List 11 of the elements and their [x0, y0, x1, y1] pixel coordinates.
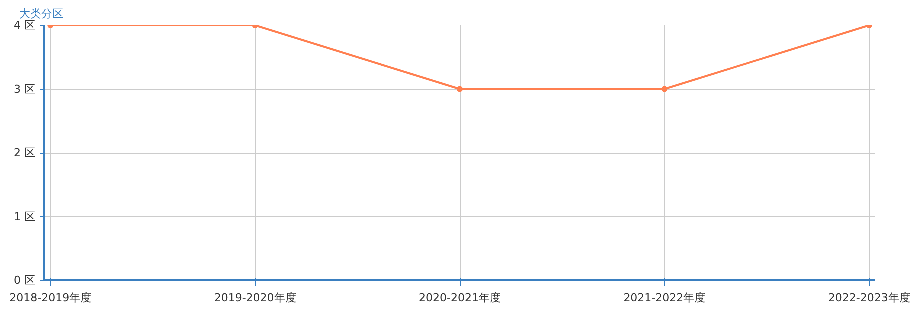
x-tick-label: 2020-2021年度 — [419, 292, 501, 304]
x-tick-label: 2018-2019年度 — [10, 292, 92, 304]
y-tick-label: 1 区 — [14, 210, 36, 224]
y-tick-label: 4 区 — [14, 19, 36, 32]
y-axis-title: 大类分区 — [20, 8, 64, 20]
x-tick-label: 2019-2020年度 — [214, 292, 296, 304]
x-tick-label: 2022-2023年度 — [828, 292, 910, 304]
y-tick-label: 3 区 — [14, 82, 36, 96]
y-tick-label: 0 区 — [14, 274, 36, 287]
x-tick-label: 2021-2022年度 — [624, 292, 706, 304]
y-tick-label: 2 区 — [14, 146, 36, 160]
